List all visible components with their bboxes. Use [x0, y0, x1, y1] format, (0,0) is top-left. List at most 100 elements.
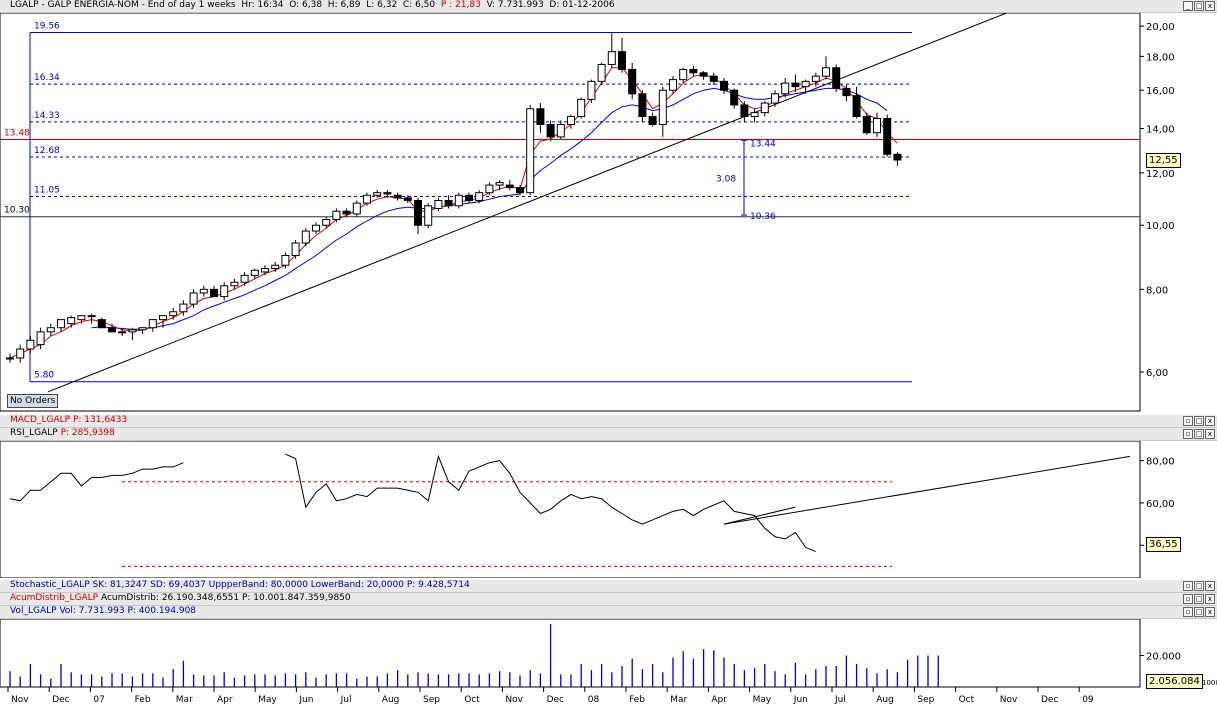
- candle-body-up: [159, 315, 167, 321]
- candle: [57, 319, 65, 332]
- candle: [138, 327, 147, 334]
- candle: [597, 62, 606, 85]
- candle: [679, 67, 688, 84]
- level-label: 13.48: [4, 128, 30, 138]
- stochastic-header: Stochastic_LGALP SK: 81,3247 SD: 69,4037…: [0, 580, 1217, 593]
- vol-close-button[interactable]: x: [1205, 607, 1215, 617]
- candle-body-up: [169, 311, 178, 317]
- candle-body-down: [516, 187, 524, 194]
- vol-max-button[interactable]: □: [1194, 607, 1204, 617]
- candle: [281, 252, 290, 269]
- candle: [628, 62, 637, 100]
- price-tick-label: 8,00: [1146, 285, 1168, 296]
- time-tick-label: May: [753, 695, 772, 705]
- time-tick-label: Nov: [11, 695, 29, 705]
- candle: [811, 72, 820, 87]
- candle-body-up: [577, 98, 586, 118]
- ma-slow-line: [91, 87, 888, 330]
- candle: [363, 192, 371, 206]
- candle: [271, 261, 280, 272]
- candle-body-down: [893, 153, 902, 161]
- macd-restore-button[interactable]: ▫: [1183, 416, 1193, 426]
- candle: [781, 77, 790, 98]
- candle-body-up: [26, 339, 35, 350]
- candle-body-up: [291, 242, 300, 257]
- measure-range-label: 3.08: [716, 175, 736, 185]
- time-tick-label: Dec: [52, 695, 69, 705]
- time-tick-label: Aug: [382, 695, 400, 705]
- candle-body-up: [658, 89, 667, 125]
- candle: [220, 282, 229, 301]
- candle-body-up: [271, 264, 280, 270]
- time-tick-label: Mar: [670, 695, 687, 705]
- candle: [434, 197, 443, 212]
- maximize-button[interactable]: □: [1194, 1, 1204, 11]
- accum-value: AcumDistrib: 26.190.348,6551 P: 10.001.8…: [100, 593, 351, 603]
- candle-body-up: [312, 224, 320, 232]
- macd-header: MACD_LGALP P: 131,6433 ▫ □ x: [0, 415, 1217, 428]
- candle-body-up: [220, 285, 229, 298]
- candle-body-down: [403, 197, 412, 201]
- rsi-close-button[interactable]: x: [1205, 429, 1215, 439]
- rsi-restore-button[interactable]: ▫: [1183, 429, 1193, 439]
- macd-max-button[interactable]: □: [1194, 416, 1204, 426]
- time-tick-label: Mar: [176, 695, 193, 705]
- candle-body-up: [77, 315, 86, 321]
- candle-body-down: [699, 72, 708, 77]
- time-tick-label: Apr: [217, 695, 233, 705]
- candle-body-up: [250, 269, 259, 276]
- candle-body-down: [842, 87, 851, 97]
- candle: [118, 327, 127, 337]
- time-tick-label: Apr: [711, 695, 727, 705]
- rsi-line: [285, 453, 816, 553]
- stoch-restore-button[interactable]: ▫: [1183, 581, 1193, 591]
- candle-body-up: [179, 303, 188, 313]
- candle-body-down: [342, 210, 351, 215]
- candle: [842, 84, 851, 102]
- candle-body-up: [495, 182, 504, 186]
- candle: [516, 185, 524, 196]
- vol-restore-button[interactable]: ▫: [1183, 607, 1193, 617]
- candle: [475, 190, 484, 204]
- time-tick-label: Oct: [959, 695, 975, 705]
- accum-restore-button[interactable]: ▫: [1183, 594, 1193, 604]
- candle-body-up: [475, 192, 484, 201]
- candle-body-up: [57, 319, 65, 329]
- stoch-max-button[interactable]: □: [1194, 581, 1204, 591]
- time-tick-label: 08: [588, 695, 600, 705]
- candle-body-up: [128, 329, 137, 333]
- no-orders-button[interactable]: No Orders: [7, 394, 59, 408]
- candle-body-down: [730, 89, 739, 106]
- macd-close-button[interactable]: x: [1205, 416, 1215, 426]
- time-tick-label: Jun: [298, 695, 313, 705]
- rsi-max-button[interactable]: □: [1194, 429, 1204, 439]
- stoch-close-button[interactable]: x: [1205, 581, 1215, 591]
- price-chart[interactable]: 20,00 18,00 16,00 14,00 12,00 10,00 8,00 6,00 19…: [0, 13, 1217, 413]
- volume-tick-label: 20.000: [1146, 652, 1181, 663]
- candle-body-up: [556, 123, 565, 138]
- candle: [852, 86, 861, 119]
- price-tick-label: 10,00: [1146, 221, 1175, 232]
- main-window-buttons: _ □ x: [1183, 1, 1215, 11]
- accum-close-button[interactable]: x: [1205, 594, 1215, 604]
- level-label: 19.56: [34, 21, 60, 31]
- accum-max-button[interactable]: □: [1194, 594, 1204, 604]
- current-price-label: 12,55: [1146, 152, 1181, 168]
- close-button[interactable]: x: [1205, 1, 1215, 11]
- candle: [97, 317, 106, 329]
- candle: [77, 315, 86, 324]
- measure-bottom-label: 10.36: [750, 212, 776, 222]
- candle-body-down: [444, 199, 453, 207]
- minimize-button[interactable]: _: [1183, 1, 1193, 11]
- volume-unit-label: 1000: [1202, 679, 1217, 687]
- candle-body-up: [801, 80, 810, 88]
- volume-chart[interactable]: 20.000 Nov Dec 07 Feb Mar Apr May Jun Jul Aug Sep Oc…: [0, 619, 1217, 706]
- candle: [26, 336, 35, 354]
- candle: [862, 112, 871, 135]
- candle-body-up: [822, 67, 830, 77]
- price-tick-label: 12,00: [1146, 169, 1175, 180]
- candle: [822, 56, 830, 80]
- level-label: 11.05: [34, 186, 60, 196]
- candle-body-up: [148, 319, 157, 329]
